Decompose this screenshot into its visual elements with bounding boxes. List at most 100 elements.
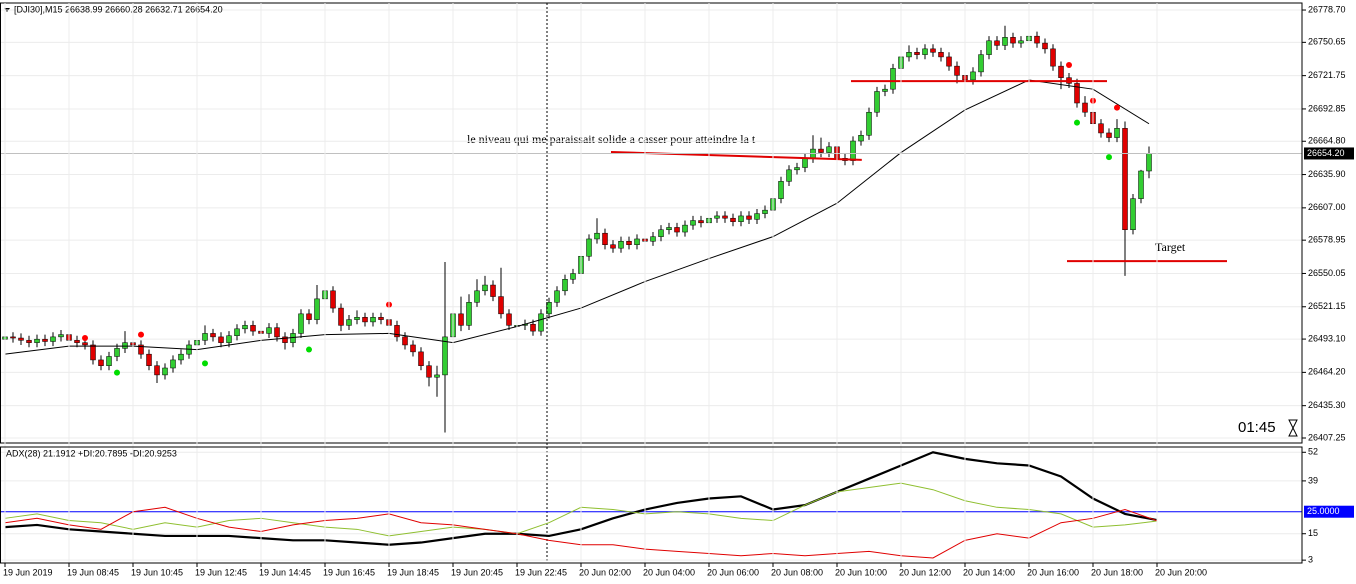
candle-body: [218, 336, 224, 343]
x-tick-label: 20 Jun 20:00: [1155, 567, 1207, 577]
candle-body: [874, 91, 880, 113]
candle-body: [970, 71, 976, 81]
candle-body: [866, 111, 872, 136]
moving-average: [4, 79, 1150, 355]
candle-body: [458, 313, 464, 326]
candle-body: [354, 317, 360, 320]
y-tick-label: 26721.75: [1308, 70, 1346, 80]
candle-body: [1122, 128, 1128, 230]
candle-body: [794, 167, 800, 171]
x-tick-label: 20 Jun 08:00: [771, 567, 823, 577]
candle-body: [1146, 153, 1152, 172]
candle-body: [98, 359, 104, 366]
candle-body: [1050, 48, 1056, 67]
x-tick-label: 19 Jun 2019: [3, 567, 53, 577]
x-tick-label: 20 Jun 16:00: [1027, 567, 1079, 577]
candle-body: [418, 351, 424, 366]
y-tick-label: 26607.00: [1308, 202, 1346, 212]
candle-body: [602, 232, 608, 245]
candle-body: [786, 169, 792, 182]
candle-body: [442, 336, 448, 376]
candle-body: [210, 333, 216, 338]
annotation: le niveau qui me paraissait solide a cas…: [467, 132, 756, 146]
candle-body: [154, 365, 160, 376]
candle-body: [1106, 132, 1112, 138]
signal-dot: [202, 360, 208, 367]
candle-body: [346, 319, 352, 326]
candle-body: [858, 135, 864, 142]
target-label: Target: [1155, 240, 1186, 254]
candle-body: [922, 48, 928, 55]
candle-body: [906, 52, 912, 58]
y-tick-label: 26692.85: [1308, 103, 1346, 113]
panel-frame: [0, 446, 1303, 564]
candle-body: [1130, 198, 1136, 230]
candle-body: [682, 224, 688, 233]
candle-body: [362, 317, 368, 323]
candle-body: [1082, 102, 1088, 113]
candle-body: [626, 241, 632, 245]
candle-body: [914, 52, 920, 55]
candle-body: [226, 335, 232, 343]
current-price-label: 26654.20: [1307, 148, 1345, 158]
candle-body: [410, 344, 416, 353]
x-tick-label: 20 Jun 10:00: [835, 567, 887, 577]
candle-body: [10, 336, 16, 339]
candle-body: [122, 342, 128, 349]
y-tick-label: 26464.20: [1308, 367, 1346, 377]
signal-dot: [1074, 119, 1080, 126]
candle-body: [482, 284, 488, 292]
candle-body: [930, 48, 936, 53]
candle-body: [570, 273, 576, 280]
candle-body: [818, 148, 824, 153]
candle-body: [1002, 37, 1008, 46]
candle-body: [434, 374, 440, 378]
candle-body: [162, 367, 168, 376]
candle-body: [426, 365, 432, 378]
candle-body: [338, 307, 344, 326]
candle-body: [1034, 35, 1040, 44]
candle-body: [74, 340, 80, 343]
candle-body: [954, 65, 960, 76]
candle-body: [890, 68, 896, 90]
candle-body: [562, 279, 568, 292]
candle-body: [650, 236, 656, 242]
y-tick-label: 26578.95: [1308, 235, 1346, 245]
signal-dot: [138, 331, 144, 338]
x-tick-label: 19 Jun 16:45: [323, 567, 375, 577]
candle-body: [394, 325, 400, 338]
candle-body: [658, 229, 664, 237]
candle-body: [850, 140, 856, 161]
candle-body: [714, 215, 720, 219]
x-tick-label: 19 Jun 22:45: [515, 567, 567, 577]
y-tick-label: 3: [1308, 555, 1313, 565]
candle-body: [498, 296, 504, 315]
y-tick-label: 26435.30: [1308, 400, 1346, 410]
candle-body: [1018, 40, 1024, 44]
y-tick-label: 39: [1308, 475, 1318, 485]
candle-body: [18, 337, 24, 341]
panel-title: [DJI30],M15 26638.99 26660.28 26632.71 2…: [14, 4, 223, 14]
candle-body: [106, 356, 112, 366]
y-tick-label: 26521.15: [1308, 301, 1346, 311]
candle-body: [746, 215, 752, 220]
candle-body: [730, 217, 736, 222]
panel-frame: [0, 2, 1303, 444]
candle-body: [994, 40, 1000, 46]
x-tick-label: 20 Jun 18:00: [1091, 567, 1143, 577]
candle-body: [506, 313, 512, 326]
x-tick-label: 20 Jun 04:00: [643, 567, 695, 577]
candle-body: [778, 181, 784, 199]
timer: 01:45: [1238, 419, 1276, 436]
candle-body: [978, 54, 984, 73]
candle-body: [202, 333, 208, 341]
candle-body: [1042, 42, 1048, 50]
candle-body: [690, 220, 696, 226]
candle-body: [178, 353, 184, 361]
x-tick-label: 19 Jun 20:45: [451, 567, 503, 577]
candle-body: [738, 215, 744, 222]
candle-body: [554, 290, 560, 303]
candle-body: [610, 244, 616, 249]
candle-body: [370, 317, 376, 323]
